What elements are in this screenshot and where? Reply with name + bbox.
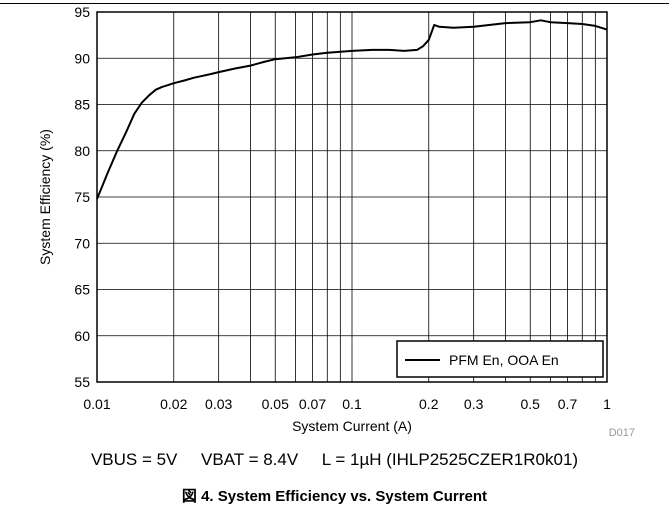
watermark-code: D017 <box>609 427 635 439</box>
figure-title: 図 4. System Efficiency vs. System Curren… <box>181 488 488 505</box>
x-tick-label: 0.5 <box>521 396 541 412</box>
x-tick-label: 0.05 <box>262 396 289 412</box>
y-tick-label: 55 <box>74 374 90 390</box>
x-tick-label: 0.2 <box>419 396 439 412</box>
x-tick-label: 0.07 <box>299 396 326 412</box>
x-tick-label: 0.02 <box>160 396 187 412</box>
chart-grid <box>97 12 607 382</box>
y-tick-label: 80 <box>74 143 90 159</box>
y-tick-label: 75 <box>74 189 90 205</box>
legend-label: PFM En, OOA En <box>449 352 559 368</box>
x-tick-label: 0.1 <box>342 396 362 412</box>
y-tick-label: 85 <box>74 97 90 113</box>
efficiency-chart: 55 60 65 70 75 80 85 90 95 0.01 0.02 0.03 0.05 0.07 0.… <box>37 4 635 439</box>
y-tick-label: 90 <box>74 50 90 66</box>
x-axis-label: System Current (A) <box>292 418 412 434</box>
y-tick-label: 70 <box>74 235 90 251</box>
top-rule <box>0 3 669 4</box>
data-series <box>96 19 608 200</box>
y-axis-label: System Efficiency (%) <box>37 129 53 265</box>
x-tick-label: 1 <box>603 396 611 412</box>
x-tick-label: 0.03 <box>205 396 232 412</box>
y-tick-label: 60 <box>74 328 90 344</box>
legend: PFM En, OOA En <box>396 340 604 378</box>
series-line <box>96 19 608 200</box>
tick-labels: 55 60 65 70 75 80 85 90 95 0.01 0.02 0.03 0.05 0.07 0.… <box>74 4 611 412</box>
x-tick-label: 0.7 <box>558 396 578 412</box>
y-tick-label: 95 <box>74 4 90 20</box>
x-tick-label: 0.01 <box>83 396 110 412</box>
y-tick-label: 65 <box>74 282 90 298</box>
test-conditions: VBUS = 5V VBAT = 8.4V L = 1µH (IHLP2525C… <box>90 450 579 469</box>
x-tick-label: 0.3 <box>464 396 484 412</box>
